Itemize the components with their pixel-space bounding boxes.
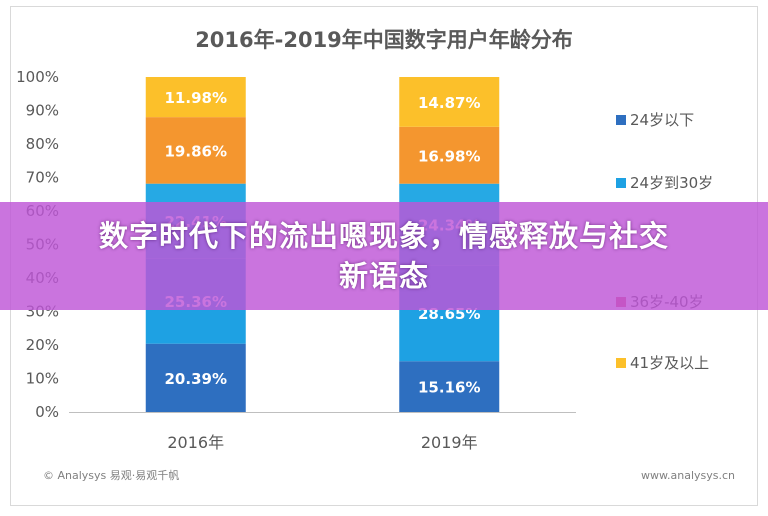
data-label: 19.86% <box>165 142 227 160</box>
data-label: 11.98% <box>165 89 227 107</box>
bar-segment <box>145 77 246 118</box>
x-tick-label: 2019年 <box>421 433 478 452</box>
legend-swatch <box>616 178 626 188</box>
chart-title: 2016年-2019年中国数字用户年龄分布 <box>195 28 573 52</box>
legend-label: 24岁以下 <box>630 111 694 129</box>
legend-swatch <box>616 358 626 368</box>
y-tick-label: 80% <box>26 135 59 153</box>
bar-segment <box>145 343 246 412</box>
legend-label: 41岁及以上 <box>630 354 709 372</box>
data-label: 15.16% <box>418 379 480 397</box>
y-tick-label: 20% <box>26 336 59 354</box>
bar-segment <box>399 361 500 412</box>
legend-swatch <box>616 115 626 125</box>
data-label: 14.87% <box>418 94 480 112</box>
bar-segment <box>399 77 500 127</box>
y-tick-label: 0% <box>35 403 59 421</box>
x-tick-label: 2016年 <box>167 433 224 452</box>
title-banner: 数字时代下的流出嗯现象，情感释放与社交 新语态 <box>0 202 768 310</box>
data-label: 20.39% <box>165 370 227 388</box>
x-axis: 2016年 2019年 <box>69 412 576 452</box>
bar-segment <box>399 126 500 184</box>
footer-url: www.analysys.cn <box>641 469 735 482</box>
y-tick-label: 100% <box>16 68 59 86</box>
y-tick-label: 10% <box>26 370 59 388</box>
data-label: 16.98% <box>418 147 480 165</box>
banner-line-2: 新语态 <box>338 259 429 293</box>
legend-label: 24岁到30岁 <box>630 174 713 192</box>
bar-segment <box>145 117 246 184</box>
y-tick-label: 70% <box>26 169 59 187</box>
y-tick-label: 90% <box>26 102 59 120</box>
banner-line-1: 数字时代下的流出嗯现象，情感释放与社交 <box>98 219 669 253</box>
footer-source: © Analysys 易观·易观千帆 <box>43 468 179 482</box>
